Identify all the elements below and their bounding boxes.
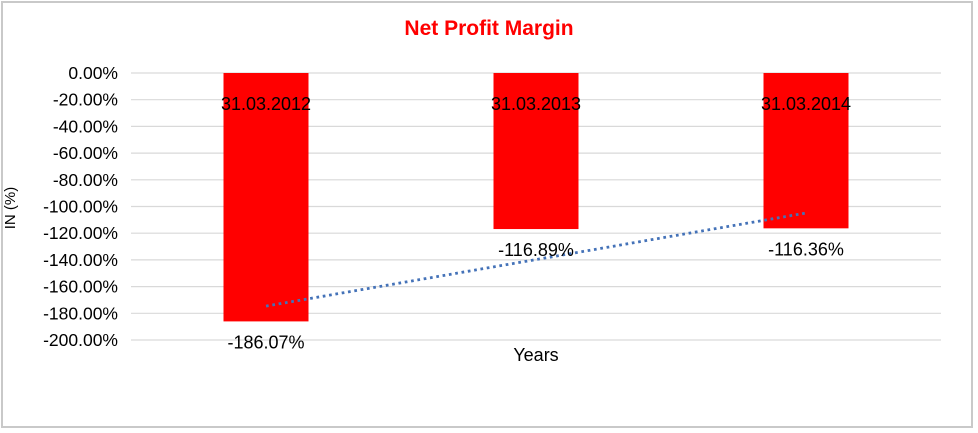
y-tick-label: -40.00% [53,116,118,136]
x-axis-title: Years [513,345,559,365]
y-tick-label: -80.00% [53,170,118,190]
category-label: 31.03.2012 [221,94,311,114]
y-tick-label: -100.00% [43,197,118,217]
category-label: 31.03.2013 [491,94,581,114]
bar[interactable] [223,73,309,322]
trendline[interactable] [265,211,807,308]
bar[interactable] [493,73,579,230]
data-label: -186.07% [227,332,304,352]
data-label: -116.36% [768,239,844,259]
chart-title: Net Profit Margin [404,17,574,40]
y-tick-label: -120.00% [43,223,118,243]
category-label: 31.03.2014 [761,94,851,114]
y-tick-label: -180.00% [43,303,118,323]
y-tick-label: 0.00% [68,63,118,83]
y-tick-label: -20.00% [53,90,118,110]
y-tick-label: -60.00% [53,143,118,163]
y-tick-label: -140.00% [43,250,118,270]
y-axis-title: IN (%) [2,186,19,230]
data-label: -116.89% [498,240,574,260]
bar[interactable] [763,73,849,229]
y-tick-label: -160.00% [43,277,118,297]
y-tick-label: -200.00% [43,330,118,350]
